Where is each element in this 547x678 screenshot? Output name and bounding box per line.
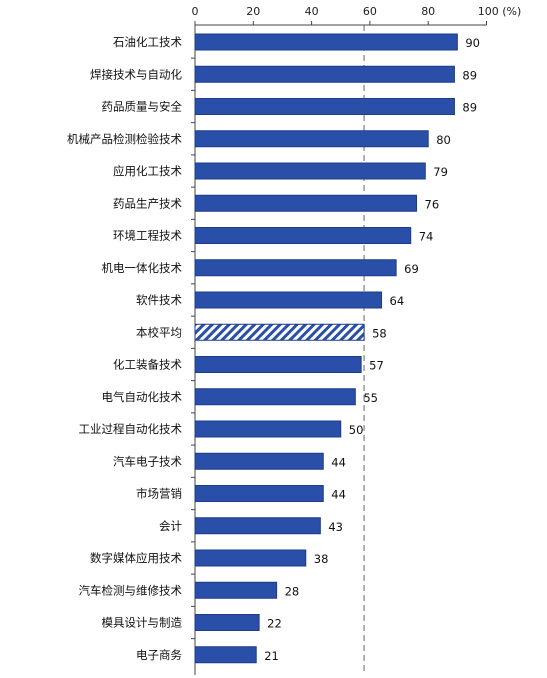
- bar: [194, 33, 458, 51]
- value-label: 79: [433, 165, 448, 179]
- value-label: 89: [462, 68, 477, 82]
- category-label: 电气自动化技术: [102, 390, 183, 404]
- value-label: 38: [314, 552, 329, 566]
- bar: [194, 65, 455, 83]
- category-label: 汽车电子技术: [113, 454, 182, 468]
- category-label: 石油化工技术: [113, 35, 182, 49]
- bar: [194, 646, 257, 664]
- category-label: 数字媒体应用技术: [90, 551, 182, 565]
- category-label: 药品生产技术: [113, 196, 182, 210]
- bar: [194, 162, 426, 180]
- category-label: 环境工程技术: [113, 229, 182, 243]
- category-label: 会计: [159, 519, 182, 533]
- value-label: 21: [264, 649, 279, 663]
- category-label: 电子商务: [136, 648, 182, 662]
- category-label: 机械产品检测检验技术: [67, 132, 182, 146]
- value-label: 50: [349, 423, 364, 437]
- x-tick-label: 100 (%): [478, 5, 522, 18]
- category-label: 软件技术: [136, 293, 182, 307]
- x-tick-label: 40: [305, 5, 319, 18]
- value-label: 80: [436, 133, 451, 147]
- labels-layer: 石油化工技术 90 焊接技术与自动化 89 药品质量与安全 89 机械产品检测检验技术 80 应…: [67, 35, 480, 663]
- category-label: 工业过程自动化技术: [79, 422, 183, 436]
- bar: [194, 291, 383, 309]
- bar-average: [194, 323, 365, 341]
- value-label: 90: [465, 36, 480, 50]
- bar: [194, 581, 278, 599]
- category-label: 本校平均: [136, 325, 182, 339]
- bar: [194, 259, 397, 277]
- category-label: 化工装备技术: [113, 358, 182, 372]
- category-label: 应用化工技术: [113, 164, 182, 178]
- axis-layer: 0 20 40 60 80 100 (%): [191, 5, 521, 675]
- x-tick-label: 60: [363, 5, 377, 18]
- bar: [194, 452, 324, 470]
- x-tick-label: 0: [192, 5, 199, 18]
- bar: [194, 227, 412, 244]
- x-tick-label: 80: [421, 5, 435, 18]
- bar: [194, 549, 307, 567]
- bar: [194, 517, 321, 535]
- bar: [194, 388, 356, 406]
- value-label: 57: [369, 359, 384, 373]
- category-label: 汽车检测与维修技术: [79, 583, 183, 597]
- category-label: 模具设计与制造: [102, 616, 183, 630]
- bars-layer: [194, 33, 458, 664]
- category-label: 药品质量与安全: [102, 100, 183, 114]
- bar: [194, 356, 362, 373]
- x-tick-label: 20: [246, 5, 260, 18]
- bar: [194, 130, 429, 148]
- value-label: 64: [390, 294, 405, 308]
- value-label: 55: [363, 391, 378, 405]
- value-label: 28: [285, 584, 300, 598]
- value-label: 44: [331, 488, 346, 502]
- value-label: 58: [372, 326, 387, 340]
- category-label: 焊接技术与自动化: [90, 67, 182, 81]
- value-label: 43: [328, 520, 343, 534]
- bar: [194, 98, 455, 115]
- category-label: 机电一体化技术: [102, 261, 183, 275]
- value-label: 89: [462, 101, 477, 115]
- value-label: 44: [331, 455, 346, 469]
- value-label: 74: [419, 230, 434, 244]
- bar: [194, 420, 342, 438]
- value-label: 69: [404, 262, 419, 276]
- bar: [194, 485, 324, 502]
- bar: [194, 194, 418, 212]
- category-label: 市场营销: [136, 487, 182, 501]
- value-label: 76: [425, 197, 440, 211]
- bar: [194, 614, 260, 631]
- value-label: 22: [267, 617, 282, 631]
